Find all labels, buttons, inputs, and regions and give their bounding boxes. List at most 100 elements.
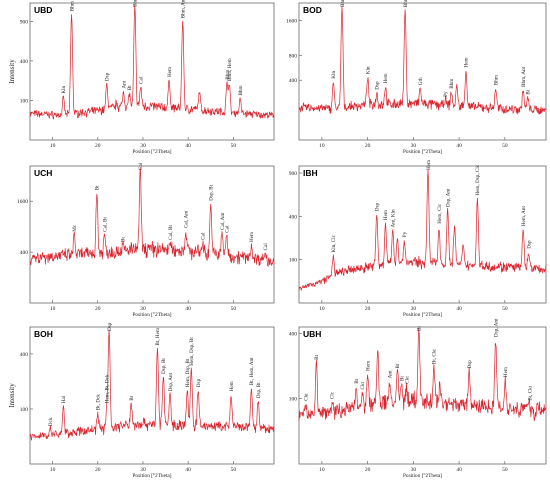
peak-phase-label: Gth: [418, 77, 424, 85]
peak-phase-label: Ant: [387, 370, 393, 378]
y-axis-label: Intensity: [8, 383, 16, 408]
x-tick-label: 30: [411, 143, 417, 149]
x-axis-label: Position [°2Theta]: [403, 472, 442, 479]
peak-phase-label: Kln: [331, 71, 337, 79]
peak-phase-label: Bhm: [340, 0, 346, 7]
x-axis-label: Position [°2Theta]: [132, 472, 171, 479]
peak-phase-label: Bhm, Ant, Dsp: [181, 0, 187, 18]
peak-phase-label: Bhm: [449, 79, 455, 89]
peak-phase-label: Hem, Dsp, Bt: [189, 337, 195, 366]
peak-phase-label: Ant: [121, 80, 127, 88]
peak-phase-label: Dck: [48, 417, 54, 426]
x-tick-label: 40: [185, 143, 191, 149]
x-axis-label: Position [°2Theta]: [132, 311, 171, 318]
peak-phase-label: Bhm: [493, 75, 499, 85]
x-axis-label: Position [°2Theta]: [403, 148, 442, 155]
y-tick-label: 400: [20, 352, 29, 358]
plot-frame: [29, 326, 275, 465]
peak-phase-label: Hem, Ant: [521, 205, 527, 226]
peak-phase-label: Bt: [129, 395, 135, 400]
peak-phase-label: Cal: [263, 243, 269, 251]
peak-phase-label: Py: [443, 91, 449, 97]
peak-phase-label: Hem, Clc: [437, 203, 443, 224]
panel-label: UBH: [303, 329, 321, 339]
diffraction-trace: [298, 6, 547, 115]
peak-phase-label: Hem: [383, 210, 389, 220]
y-tick-label: 400: [289, 78, 298, 84]
peak-phase-label: Bt, Dck: [96, 394, 102, 411]
peak-phase-label: Dsp: [105, 72, 111, 81]
peak-phase-label: Bt: [395, 363, 401, 368]
x-tick-label: 50: [231, 467, 237, 473]
x-tick-label: 20: [95, 306, 101, 312]
x-axis-label: Position [°2Theta]: [132, 148, 171, 155]
peak-phase-label: Bt: [95, 185, 101, 190]
peak-phase-label: Hem: [464, 57, 470, 67]
peak-phase-label: Hem, Dsp, Bt: [185, 358, 191, 387]
peak-phase-label: Hem: [503, 367, 509, 377]
plot-frame: [29, 165, 275, 304]
peak-phase-label: Cal, Ant: [184, 210, 190, 228]
peak-phase-label: Dsp: [375, 202, 381, 211]
x-tick-label: 30: [140, 467, 146, 473]
peak-phase-label: Dsp, Bt: [161, 358, 167, 374]
plot-frame: [298, 2, 547, 141]
peak-phase-label: Bhm: [403, 0, 409, 7]
peak-phase-label: Dsp: [375, 81, 381, 90]
diffraction-trace: [29, 329, 275, 441]
peak-phase-label: Bt: [417, 326, 423, 331]
peak-phase-label: Bt: [526, 89, 532, 94]
peak-phase-label: Cal: [138, 162, 144, 170]
peak-phase-label: Bhm, Hem: [227, 58, 233, 81]
x-tick-label: 20: [95, 467, 101, 473]
peak-phase-label: Dsp, Bt: [209, 184, 215, 200]
y-tick-label: 100: [20, 98, 29, 104]
peak-phase-label: Kln: [365, 66, 371, 74]
x-tick-label: 10: [50, 306, 56, 312]
peak-phase-label: Bhm, Ant: [521, 66, 527, 87]
x-tick-label: 20: [95, 143, 101, 149]
peak-phase-label: Dsp, Bt: [256, 382, 262, 398]
peak-phase-label: Bt, Hem: [155, 328, 161, 346]
peak-phase-label: Cal: [200, 232, 206, 240]
x-tick-label: 10: [50, 143, 56, 149]
y-tick-label: 1600: [286, 18, 297, 24]
panel-label: UCH: [34, 168, 52, 178]
x-tick-label: 10: [319, 143, 325, 149]
y-tick-label: 800: [289, 53, 298, 59]
peak-phase-label: Hal: [61, 395, 67, 403]
x-tick-label: 50: [231, 306, 237, 312]
x-tick-label: 30: [140, 306, 146, 312]
peak-phase-label: Bt: [354, 378, 360, 383]
x-tick-label: 50: [502, 143, 508, 149]
y-tick-label: 1600: [17, 199, 28, 205]
x-tick-label: 30: [411, 306, 417, 312]
peak-phase-label: Bt: [120, 237, 126, 242]
peak-phase-label: Cal: [224, 225, 230, 233]
x-tick-label: 50: [502, 306, 508, 312]
peak-phase-label: Bt, Ckt: [432, 349, 438, 365]
peak-phase-label: Mc: [72, 224, 78, 232]
diffraction-trace: [298, 169, 547, 292]
peak-phase-label: Dsp: [467, 360, 473, 369]
y-axis-label: Intensity: [8, 59, 16, 84]
xrd-panel-ubd: 10 20 30 40 50 100 400 900 Position [°2Theta] Int…: [8, 0, 275, 155]
panel-label: BOD: [303, 5, 322, 15]
peak-phase-label: Ckt: [404, 376, 410, 384]
peak-phase-label: Bhm: [133, 0, 139, 7]
peak-phase-label: Cal, Bt: [102, 216, 108, 231]
peak-phase-label: Py: [402, 231, 408, 237]
y-tick-label: 400: [20, 59, 29, 65]
peak-phase-label: Ckt: [360, 381, 366, 389]
peak-phase-label: Bt: [127, 85, 133, 90]
peak-phase-label: Hem: [365, 361, 371, 371]
diffraction-trace: [29, 4, 275, 120]
panel-label: UBD: [34, 5, 52, 15]
x-tick-label: 20: [365, 143, 371, 149]
peak-phase-label: Dsp, Ant: [168, 372, 174, 391]
y-tick-label: 100: [289, 397, 298, 403]
peak-phase-label: Dsp: [107, 322, 113, 331]
peak-phase-label: Dsp: [526, 240, 532, 249]
panel-label: BOH: [34, 329, 53, 339]
